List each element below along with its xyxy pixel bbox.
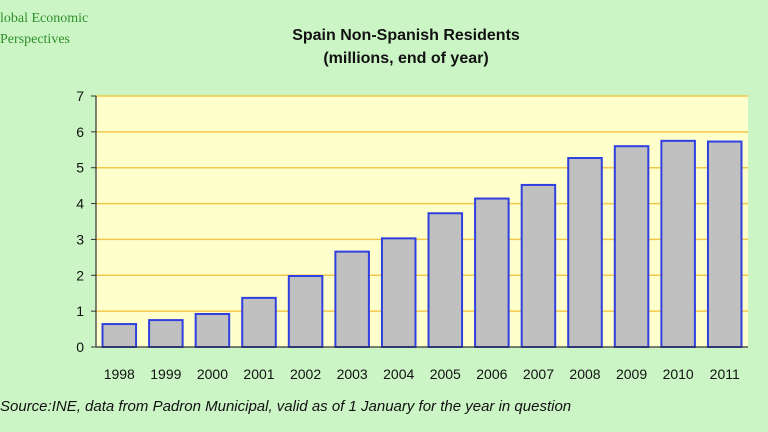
- x-tick-label: 2011: [710, 366, 740, 382]
- y-tick-label: 7: [76, 88, 84, 104]
- bar-2002: [287, 275, 324, 349]
- x-tick-label: 2008: [569, 366, 600, 382]
- y-tick-label: 4: [76, 196, 84, 212]
- chart-title-block: Spain Non-Spanish Residents (millions, e…: [0, 24, 768, 70]
- x-tick-label: 2007: [523, 366, 554, 382]
- bar-2009: [613, 145, 650, 348]
- chart-subtitle: (millions, end of year): [323, 50, 489, 67]
- brand-line-2: Perspectives: [0, 32, 70, 47]
- y-tick-label: 1: [76, 303, 84, 319]
- source-note: Source:INE, data from Padron Municipal, …: [0, 398, 572, 415]
- y-tick-label: 0: [76, 339, 84, 355]
- x-tick-label: 2003: [337, 366, 368, 382]
- x-tick-label: 1999: [150, 366, 181, 382]
- y-tick-label: 2: [76, 267, 84, 283]
- y-tick-label: 6: [76, 124, 84, 140]
- x-tick-label: 1998: [104, 366, 135, 382]
- brand-line-1: lobal Economic: [0, 11, 89, 26]
- bar-2001: [241, 296, 277, 348]
- bar-2006: [474, 197, 510, 348]
- bar-2003: [334, 250, 370, 348]
- x-tick-label: 2009: [616, 366, 647, 382]
- bar-2010: [660, 139, 696, 348]
- x-tick-label: 2002: [290, 366, 321, 382]
- bar-2000: [194, 313, 231, 348]
- y-tick-label: 5: [76, 160, 84, 176]
- bar-2011: [706, 140, 743, 348]
- x-tick-label: 2005: [430, 366, 461, 382]
- bar-1999: [148, 319, 184, 349]
- chart-title: Spain Non-Spanish Residents: [292, 27, 520, 44]
- x-tick-label: 2010: [663, 366, 694, 382]
- bar-2007: [520, 183, 557, 348]
- x-tick-label: 2000: [197, 366, 228, 382]
- y-tick-label: 3: [76, 231, 84, 247]
- bar-1998: [101, 323, 138, 348]
- x-tick-label: 2001: [243, 366, 274, 382]
- x-tick-label: 2004: [383, 366, 414, 382]
- bar-2008: [567, 157, 603, 348]
- bar-2004: [380, 237, 417, 348]
- x-tick-label: 2006: [476, 366, 507, 382]
- brand-logo-text: lobal Economic Perspectives: [0, 8, 88, 50]
- bar-2005: [427, 212, 464, 348]
- plot-area: [96, 96, 748, 347]
